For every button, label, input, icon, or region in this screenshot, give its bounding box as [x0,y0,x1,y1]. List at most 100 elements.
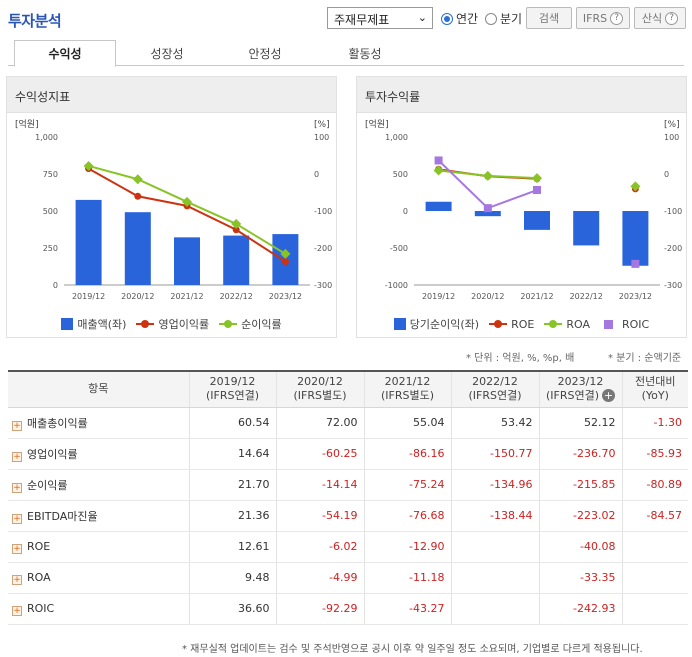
tab-stability[interactable]: 안정성 [248,46,282,61]
table-cell: 53.42 [450,407,539,439]
y-axis-label-right: [%] [664,120,680,130]
bar [223,235,250,285]
y-tick-label-right: -300 [664,281,682,290]
row-label[interactable]: + 영업이익률 [8,438,189,470]
data-point [434,156,443,165]
data-point [231,218,242,229]
expand-icon[interactable]: + [12,420,22,431]
statement-select[interactable]: 주재무제표 ⌄ [327,7,433,29]
chart-title: 수익성지표 [7,77,336,113]
table-cell: -40.08 [538,531,622,563]
legend-item[interactable]: 당기순이익(좌) [393,316,479,332]
y-tick-label-left: 500 [43,207,58,216]
tab-profitability[interactable]: 수익성 [14,40,116,67]
row-label-text: ROE [27,539,51,553]
bar [573,211,600,246]
column-header: 전년대비 (YoY) [621,370,688,408]
legend-label: 순이익률 [241,318,282,331]
unit-note: * 단위 : 억원, %, %p, 배 [466,353,575,364]
row-label-text: 매출총이익률 [27,416,88,430]
table-cell: -138.44 [450,500,539,532]
formula-help-button[interactable]: 산식 ? [634,7,686,29]
row-label[interactable]: + ROIC [8,593,189,625]
return-chart-panel: 투자수익률 [억원] [%] 1,000 500 0 -500 -1000 100 0 -100 -… [356,76,687,338]
bar [174,237,200,285]
data-point [83,160,94,171]
x-tick-label: 2022/12 [570,292,603,301]
legend-item[interactable]: 순이익률 [219,316,282,332]
radio-quarter[interactable]: 분기 [485,10,522,27]
table-cell: -33.35 [538,562,622,594]
radio-quarter-icon[interactable] [485,12,497,25]
data-point [482,170,493,181]
table-cell [621,593,688,625]
tab-bar: 수익성 성장성 안정성 활동성 [8,40,684,67]
legend-item[interactable]: ROA [544,316,590,332]
row-label[interactable]: + ROE [8,531,189,563]
x-tick-label: 2022/12 [220,292,253,301]
chart-legend: 매출액(좌) 영업이익률 순이익률 [6,316,337,332]
tab-activity[interactable]: 활동성 [348,46,382,61]
ifrs-help-button[interactable]: IFRS ? [576,7,630,29]
table-cell [621,562,688,594]
radio-annual-label: 연간 [456,12,479,26]
row-label[interactable]: + 순이익률 [8,469,189,501]
x-tick-label: 2021/12 [170,292,203,301]
legend-swatch [219,320,238,328]
table-row: + ROA 9.48 -4.99 -11.18 -33.35 [8,562,688,594]
add-icon[interactable]: + [602,389,616,403]
table-cell [450,531,539,563]
table-cell: -12.90 [363,531,451,563]
y-tick-label-left: 1,000 [35,133,58,142]
y-tick-label-right: -200 [314,244,332,253]
table-cell: 60.54 [188,407,276,439]
expand-icon[interactable]: + [12,482,22,493]
search-button[interactable]: 검색 [526,7,572,29]
legend-marker [603,320,613,329]
table-cell: -150.77 [450,438,539,470]
x-tick-label: 2019/12 [422,292,455,301]
table-cell [621,531,688,563]
legend-swatch [603,320,613,329]
tab-growth[interactable]: 성장성 [150,46,184,61]
legend-marker [494,320,503,328]
row-label-text: ROA [27,570,51,584]
legend-item[interactable]: ROIC [600,316,649,332]
quarter-note: * 분기 : 순액기준 [608,353,682,364]
y-axis-label-left: [억원] [15,118,39,130]
table-cell: -4.99 [275,562,364,594]
y-axis-label-right: [%] [314,120,330,130]
table-cell: -6.02 [275,531,364,563]
expand-icon[interactable]: + [12,513,22,524]
legend-marker [549,320,558,328]
legend-item[interactable]: ROE [489,316,534,332]
chevron-down-icon: ⌄ [417,11,427,24]
data-point [232,226,240,234]
radio-annual[interactable]: 연간 [441,10,478,27]
table-cell: -1.30 [621,407,688,439]
legend-item[interactable]: 매출액(좌) [61,316,126,332]
expand-icon[interactable]: + [12,605,22,616]
expand-icon[interactable]: + [12,451,22,462]
row-label[interactable]: + EBITDA마진율 [8,500,189,532]
table-header-row: 항목 2019/12 (IFRS연결) 2020/12 (IFRS별도) 202… [8,370,688,408]
expand-icon[interactable]: + [12,574,22,585]
table-row: + 영업이익률 14.64 -60.25 -86.16 -150.77 -236.70 -85… [8,438,688,470]
row-label[interactable]: + 매출총이익률 [8,407,189,439]
y-tick-label-right: -300 [314,281,332,290]
table-cell: -242.93 [538,593,622,625]
table-cell: 52.12 [538,407,622,439]
table-cell: -14.14 [275,469,364,501]
data-point [182,196,192,207]
legend-swatch [136,320,155,328]
row-label[interactable]: + ROA [8,562,189,594]
table-cell: -75.24 [363,469,451,501]
legend-item[interactable]: 영업이익률 [136,316,209,332]
expand-icon[interactable]: + [12,543,22,554]
table-cell: -223.02 [538,500,622,532]
table-cell: -134.96 [450,469,539,501]
radio-annual-icon[interactable] [441,12,453,25]
bar [75,199,102,285]
legend-label: 매출액(좌) [77,318,127,331]
table-row: + ROIC 36.60 -92.29 -43.27 -242.93 [8,593,688,625]
